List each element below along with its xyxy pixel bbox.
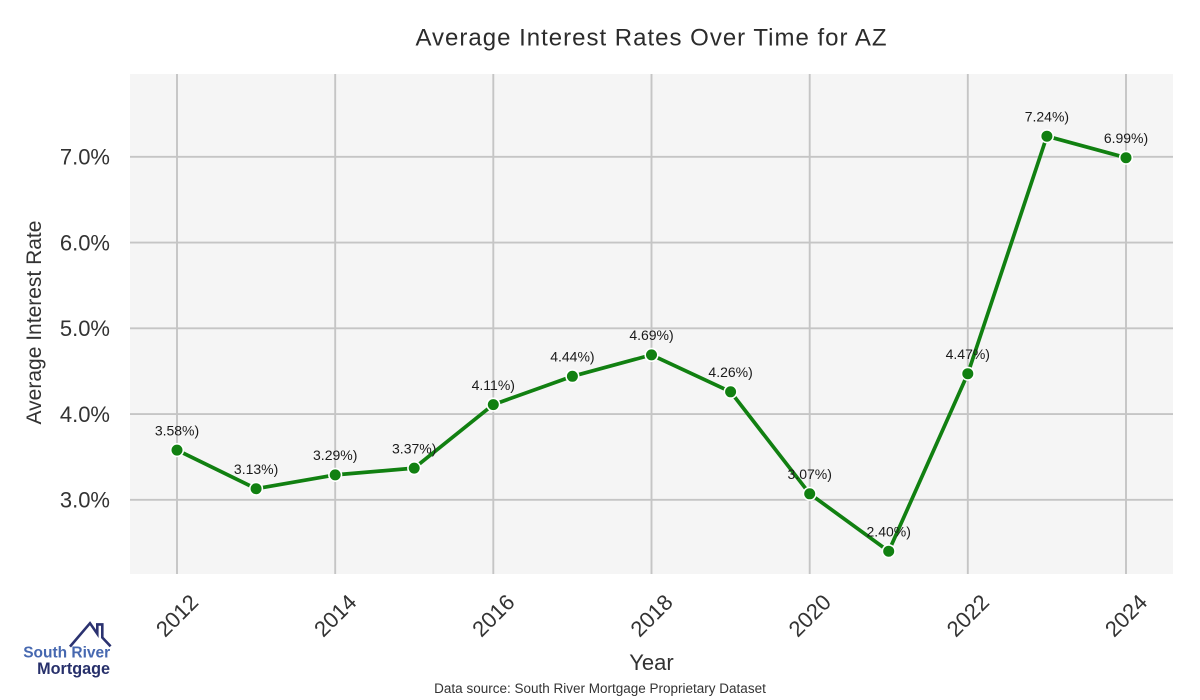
svg-text:Mortgage: Mortgage xyxy=(37,660,110,678)
svg-text:4.47%): 4.47%) xyxy=(946,346,990,362)
svg-text:4.44%): 4.44%) xyxy=(550,349,594,365)
svg-text:3.37%): 3.37%) xyxy=(392,440,436,456)
svg-text:4.26%): 4.26%) xyxy=(708,364,752,380)
svg-text:3.29%): 3.29%) xyxy=(313,447,357,463)
svg-text:Average Interest Rates Over Ti: Average Interest Rates Over Time for AZ xyxy=(415,25,887,52)
svg-text:South River: South River xyxy=(23,645,110,662)
svg-text:4.0%: 4.0% xyxy=(60,402,110,427)
svg-text:7.0%: 7.0% xyxy=(60,145,110,170)
svg-text:6.99%): 6.99%) xyxy=(1104,130,1148,146)
svg-text:3.58%): 3.58%) xyxy=(155,422,199,438)
svg-text:2.40%): 2.40%) xyxy=(867,524,911,540)
svg-text:4.11%): 4.11%) xyxy=(472,377,515,393)
svg-text:3.07%): 3.07%) xyxy=(788,466,832,482)
svg-text:6.0%: 6.0% xyxy=(60,230,110,255)
svg-text:3.0%: 3.0% xyxy=(60,488,110,513)
svg-text:Average Interest Rate: Average Interest Rate xyxy=(23,221,46,425)
svg-text:3.13%): 3.13%) xyxy=(234,461,278,477)
svg-text:7.24%): 7.24%) xyxy=(1025,108,1069,124)
svg-text:5.0%: 5.0% xyxy=(60,316,110,341)
svg-text:Data source: South River Mortg: Data source: South River Mortgage Propri… xyxy=(434,681,766,696)
svg-text:4.69%): 4.69%) xyxy=(629,327,673,343)
svg-text:Year: Year xyxy=(629,650,673,675)
